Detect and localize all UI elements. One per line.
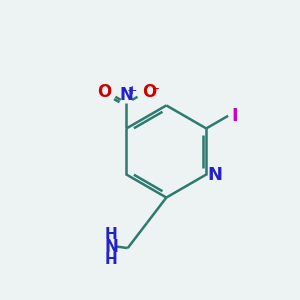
Text: I: I <box>231 107 238 125</box>
Text: H: H <box>105 252 118 267</box>
Text: N: N <box>119 86 134 104</box>
Text: N: N <box>104 238 118 256</box>
Text: H: H <box>105 226 118 242</box>
Text: +: + <box>127 84 138 97</box>
Text: N: N <box>207 166 222 184</box>
Text: O: O <box>142 83 156 101</box>
Text: -: - <box>153 81 159 96</box>
Text: O: O <box>97 83 111 101</box>
